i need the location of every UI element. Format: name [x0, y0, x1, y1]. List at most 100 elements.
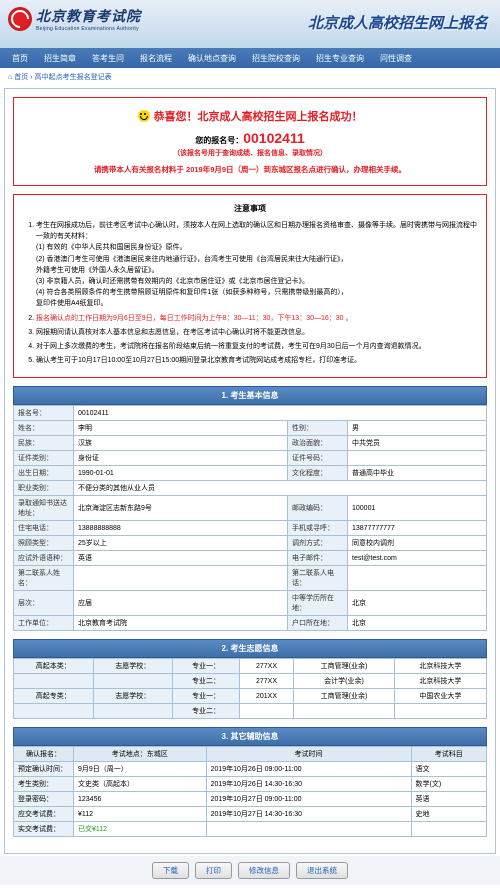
breadcrumb-sep: ›: [30, 74, 32, 81]
action-button[interactable]: 打印: [195, 862, 232, 879]
field-value: 北京: [348, 591, 487, 616]
notice-box: 注意事项 考生在网报成功后，前往考区考试中心确认时，须按本人在网上选取的确认区和…: [13, 194, 487, 378]
notice-item: 报名确认点的工作日期为9月6日至9日，每日工作时间为上午8：30—11：30，下…: [36, 313, 478, 324]
field-value: [74, 566, 288, 591]
other-cell: 2019年10月27日 14:30-16:30: [206, 807, 411, 822]
nav-item[interactable]: 招生简章: [36, 53, 84, 64]
notice-item: 网报期间请认真核对本人基本信息和志愿信息，在考区考试中心确认时将不能更改信息。: [36, 327, 478, 338]
field-label: 户口所在地：: [288, 616, 348, 631]
nav-item[interactable]: 首页: [4, 53, 36, 64]
nav-item[interactable]: 确认地点查询: [180, 53, 244, 64]
field-value: 英语: [74, 551, 288, 566]
smiley-icon: [138, 110, 150, 122]
field-value: 00102411: [74, 406, 487, 421]
nav-item[interactable]: 问性调查: [372, 53, 420, 64]
field-label: 手机或寻呼：: [288, 521, 348, 536]
vol-cell: 会计学(业余): [294, 674, 395, 689]
field-label: 第二联系人姓名：: [14, 566, 74, 591]
reg-note: （该报名号用于查询成绩、报名信息、录取情况）: [24, 148, 476, 158]
other-cell: 123456: [74, 792, 207, 807]
other-info-table: 确认报名：考试地点：东城区考试时间考试科目预定确认时间：9月9日（周一）2019…: [13, 746, 487, 837]
nav-item[interactable]: 答考生问: [84, 53, 132, 64]
field-value: 不便分类的其他从业人员: [74, 481, 487, 496]
notice-sub: (1) 有效的《中华人民共和国居民身份证》原件。: [36, 242, 478, 253]
other-cell: 已交¥112: [74, 822, 207, 837]
field-label: 住宅电话：: [14, 521, 74, 536]
vol-cell: 志愿学校：: [93, 659, 173, 674]
other-header: 考试地点：东城区: [74, 747, 207, 762]
field-label: 性别：: [288, 421, 348, 436]
vol-cell: [14, 704, 94, 719]
notice-item: 对于网上多次缴费的考生，考试院将在报名阶段结束后统一将重复支付的考试费，考生可在…: [36, 341, 478, 352]
field-label: 证件号码：: [288, 451, 348, 466]
field-label: 报名号：: [14, 406, 74, 421]
notice-item: 考生在网报成功后，前往考区考试中心确认时，须按本人在网上选取的确认区和日期办理报…: [36, 220, 478, 310]
other-cell: 登录密码：: [14, 792, 74, 807]
notice-sub: 外籍考生可使用《外国人永久居留证》。: [36, 265, 478, 276]
reg-number: 00102411: [243, 130, 305, 146]
other-cell: [411, 822, 486, 837]
main-nav: 首页招生简章答考生问报名流程确认地点查询招生院校查询招生专业查询问性调查: [0, 48, 500, 68]
notice-sub: (4) 符合各类照顾条件的考生携带照顾证明原件和复印件1张（如获多种称号，只需携…: [36, 287, 478, 298]
field-value: 1990-01-01: [74, 466, 288, 481]
field-label: 中等学历所在地：: [288, 591, 348, 616]
header: 北京教育考试院 Beijing Education Examinations A…: [0, 0, 500, 48]
other-cell: 2019年10月27日 09:00-11:00: [206, 792, 411, 807]
field-value: 中共党员: [348, 436, 487, 451]
notice-sub: (3) 非京籍人员，确认时还需携带有效期内的《北京市居住证》或《北京市居住登记卡…: [36, 276, 478, 287]
field-label: 证件类别：: [14, 451, 74, 466]
section-2-head: 2. 考生志愿信息: [13, 639, 487, 658]
vol-cell: [239, 704, 293, 719]
vol-cell: 专业一：: [173, 659, 240, 674]
field-label: 调剂方式：: [288, 536, 348, 551]
notice-title: 注意事项: [22, 203, 478, 214]
other-cell: ¥112: [74, 807, 207, 822]
field-label: 录取通知书送达地址：: [14, 496, 74, 521]
vol-cell: 工商管理(业余): [294, 689, 395, 704]
vol-cell: [394, 704, 486, 719]
action-button[interactable]: 修改信息: [238, 862, 290, 879]
field-label: 层次：: [14, 591, 74, 616]
field-label: 第二联系人电话：: [288, 566, 348, 591]
nav-item[interactable]: 招生专业查询: [308, 53, 372, 64]
field-value: [348, 566, 487, 591]
field-value: 25岁以上: [74, 536, 288, 551]
vol-cell: 201XX: [239, 689, 293, 704]
field-label: 职业类别：: [14, 481, 74, 496]
breadcrumb-current[interactable]: 高中起点考生报名登记表: [35, 72, 112, 82]
logo-icon: [8, 7, 32, 31]
field-value: test@test.com: [348, 551, 487, 566]
field-label: 电子邮件：: [288, 551, 348, 566]
vol-cell: 专业二：: [173, 704, 240, 719]
logo-cn: 北京教育考试院: [36, 6, 141, 26]
vol-cell: [93, 704, 173, 719]
field-value: 北京: [348, 616, 487, 631]
other-header: 考试科目: [411, 747, 486, 762]
breadcrumb: ⌂ 首页 › 高中起点考生报名登记表: [0, 68, 500, 86]
other-cell: 9月9日（周一）: [74, 762, 207, 777]
home-icon[interactable]: ⌂: [8, 74, 12, 81]
vol-cell: 北京科技大学: [394, 674, 486, 689]
reg-instruction: 请携带本人有关报名材料于 2019年9月9日（周一）到东城区报名点进行确认，办理…: [24, 164, 476, 175]
success-box: 恭喜您！北京成人高校招生网上报名成功！ 您的报名号：00102411 （该报名号…: [13, 97, 487, 186]
nav-item[interactable]: 报名流程: [132, 53, 180, 64]
field-value: 汉族: [74, 436, 288, 451]
section-1-head: 1. 考生基本信息: [13, 386, 487, 405]
field-value: 李明: [74, 421, 288, 436]
field-value: 普通高中毕业: [348, 466, 487, 481]
action-button[interactable]: 下载: [152, 862, 189, 879]
other-cell: [206, 822, 411, 837]
other-cell: 2019年10月26日 09:00-11:00: [206, 762, 411, 777]
action-button[interactable]: 退出系统: [296, 862, 348, 879]
nav-item[interactable]: 招生院校查询: [244, 53, 308, 64]
field-value: 北京海淀区志新东路9号: [74, 496, 288, 521]
breadcrumb-home[interactable]: 首页: [14, 72, 28, 82]
field-value: 男: [348, 421, 487, 436]
vol-cell: 志愿学校：: [93, 689, 173, 704]
vol-cell: 277XX: [239, 674, 293, 689]
other-header: 考试时间: [206, 747, 411, 762]
other-cell: 应交考试费：: [14, 807, 74, 822]
page-banner-title: 北京成人高校招生网上报名: [308, 12, 488, 33]
success-title: 恭喜您！北京成人高校招生网上报名成功！: [154, 108, 363, 124]
field-label: 民族：: [14, 436, 74, 451]
